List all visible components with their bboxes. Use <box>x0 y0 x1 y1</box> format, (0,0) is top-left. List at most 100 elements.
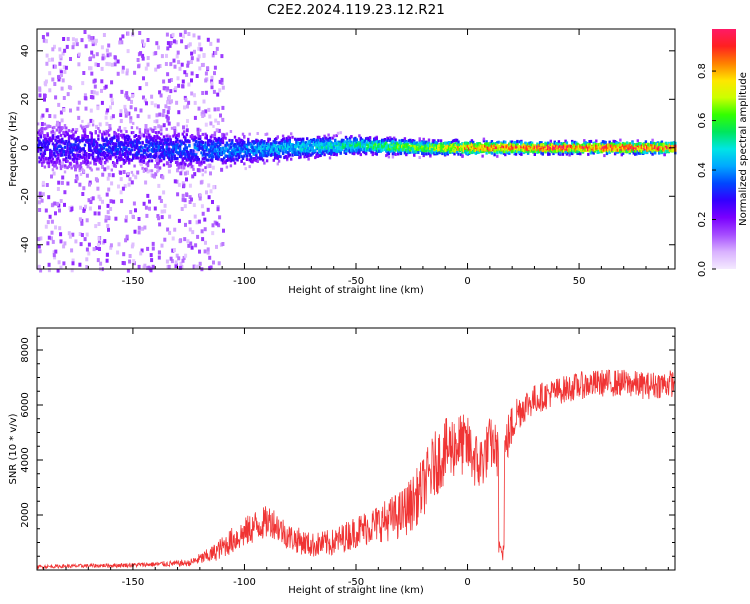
heatmap-cell <box>319 147 322 151</box>
heatmap-cell <box>240 139 243 142</box>
heatmap-cell <box>273 149 277 152</box>
heatmap-cell <box>173 227 177 232</box>
heatmap-cell <box>57 140 60 143</box>
heatmap-cell <box>417 147 420 151</box>
heatmap-cell <box>264 143 267 147</box>
heatmap-cell <box>144 205 148 210</box>
heatmap-cell <box>137 147 140 151</box>
heatmap-cell <box>413 143 416 147</box>
heatmap-cell <box>340 148 344 152</box>
heatmap-cell <box>93 149 96 153</box>
heatmap-cell <box>80 233 84 237</box>
heatmap-cell <box>275 137 278 141</box>
heatmap-cell <box>513 141 516 144</box>
heatmap-cell <box>42 134 46 138</box>
heatmap-cell <box>332 142 336 146</box>
heatmap-cell <box>109 146 112 150</box>
heatmap-cell <box>130 158 134 162</box>
heatmap-cell <box>281 152 285 155</box>
heatmap-cell <box>154 151 158 155</box>
heatmap-cell <box>196 127 200 132</box>
heatmap-cell <box>541 143 544 146</box>
heatmap-cell <box>394 138 397 142</box>
heatmap-cell <box>70 207 74 211</box>
heatmap-cell <box>177 166 180 170</box>
heatmap-cell <box>59 145 63 149</box>
heatmap-cell <box>409 140 412 144</box>
heatmap-cell <box>101 157 104 161</box>
heatmap-cell <box>59 140 63 144</box>
heatmap-cell <box>220 158 223 162</box>
heatmap-cell <box>320 148 324 152</box>
heatmap-cell <box>191 230 195 235</box>
heatmap-cell <box>204 146 207 150</box>
heatmap-cell <box>221 146 225 150</box>
heatmap-cell <box>125 71 129 76</box>
heatmap-cell <box>571 152 574 156</box>
heatmap-cell <box>136 138 139 142</box>
heatmap-cell <box>336 146 340 150</box>
heatmap-cell <box>588 140 591 143</box>
heatmap-cell <box>613 152 617 156</box>
heatmap-cell <box>561 143 565 146</box>
heatmap-cell <box>303 155 306 159</box>
heatmap-cell <box>53 135 57 140</box>
heatmap-cell <box>423 141 427 145</box>
heatmap-cell <box>194 146 198 150</box>
heatmap-cell <box>302 145 305 149</box>
heatmap-cell <box>82 147 85 151</box>
heatmap-cell <box>437 139 440 143</box>
heatmap-cell <box>156 149 159 152</box>
heatmap-cell <box>216 107 220 112</box>
heatmap-cell <box>211 149 214 153</box>
heatmap-cell <box>350 135 353 139</box>
heatmap-cell <box>464 146 467 150</box>
heatmap-cell <box>180 62 184 67</box>
heatmap-cell <box>45 141 48 145</box>
heatmap-cell <box>263 149 266 153</box>
heatmap-cell <box>116 150 119 154</box>
heatmap-cell <box>260 157 263 161</box>
heatmap-cell <box>556 148 559 152</box>
heatmap-cell <box>616 145 619 149</box>
heatmap-cell <box>107 156 111 160</box>
heatmap-cell <box>236 158 239 162</box>
heatmap-cell <box>363 147 366 151</box>
heatmap-cell <box>455 138 459 142</box>
heatmap-cell <box>38 195 42 199</box>
heatmap-cell <box>89 166 92 170</box>
heatmap-cell <box>58 144 61 148</box>
heatmap-cell <box>283 143 286 146</box>
heatmap-cell <box>193 115 197 120</box>
heatmap-cell <box>37 131 40 135</box>
heatmap-cell <box>184 147 187 151</box>
heatmap-cell <box>277 159 281 163</box>
heatmap-cell <box>608 146 611 150</box>
heatmap-cell <box>220 80 224 85</box>
heatmap-cell <box>409 148 412 152</box>
heatmap-cell <box>150 137 154 141</box>
heatmap-cell <box>50 151 53 155</box>
heatmap-cell <box>58 226 62 231</box>
heatmap-cell <box>91 143 95 147</box>
heatmap-cell <box>54 160 57 164</box>
heatmap-cell <box>224 136 227 140</box>
heatmap-cell <box>197 140 200 144</box>
heatmap-cell <box>154 149 158 153</box>
heatmap-cell <box>114 132 117 136</box>
heatmap-cell <box>439 147 443 151</box>
heatmap-cell <box>222 228 225 233</box>
heatmap-cell <box>410 141 413 145</box>
heatmap-cell <box>277 141 281 145</box>
heatmap-cell <box>281 146 285 150</box>
heatmap-cell <box>185 151 189 156</box>
heatmap-cell <box>221 85 225 90</box>
heatmap-cell <box>37 244 41 249</box>
heatmap-cell <box>640 146 643 149</box>
heatmap-cell <box>328 156 332 160</box>
heatmap-cell <box>320 145 324 149</box>
heatmap-cell <box>469 140 472 144</box>
heatmap-cell <box>52 253 56 258</box>
heatmap-cell <box>224 145 227 149</box>
heatmap-cell <box>157 130 160 134</box>
